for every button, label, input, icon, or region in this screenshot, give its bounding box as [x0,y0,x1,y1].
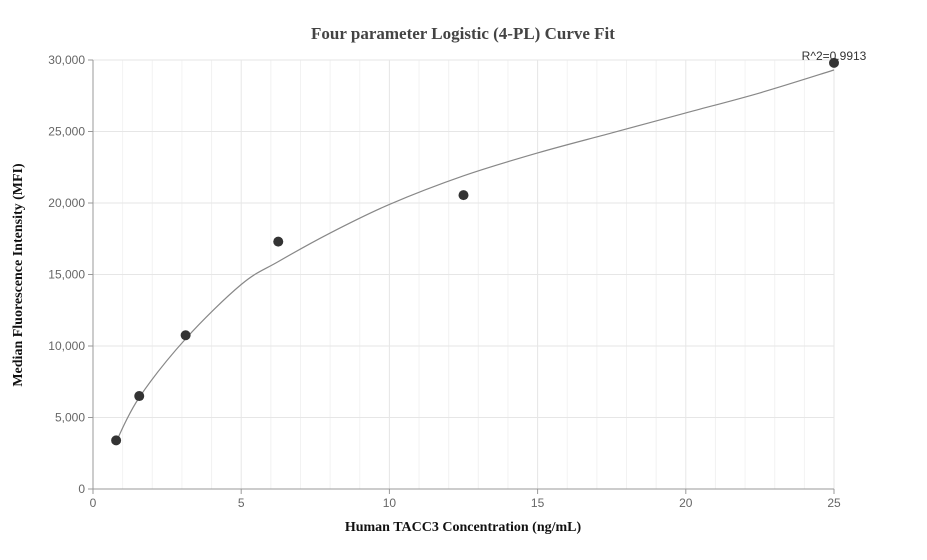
data-point[interactable] [180,330,191,341]
x-tick-label: 10 [383,496,397,510]
y-tick-label: 5,000 [55,411,85,425]
fit-curve-layer [115,69,835,443]
axes [88,59,835,494]
x-tick-label: 15 [531,496,545,510]
major-grid [93,59,835,489]
y-tick-label: 0 [78,482,85,496]
data-point[interactable] [829,57,839,68]
x-tick-label: 25 [827,496,841,510]
data-point[interactable] [134,391,145,402]
x-axis-title: Human TACC3 Concentration (ng/mL) [345,520,582,535]
r-squared-annotation: R^2=0.9913 [802,49,867,63]
data-points-layer [111,57,839,446]
data-point[interactable] [458,190,469,201]
fit-curve [115,69,835,443]
y-tick-label: 15,000 [48,268,85,282]
y-tick-label: 10,000 [48,339,85,353]
data-point[interactable] [111,435,122,446]
x-tick-label: 0 [90,496,97,510]
data-point[interactable] [273,236,284,247]
y-axis-title: Median Fluorescence Intensity (MFI) [11,163,26,387]
x-tick-label: 20 [679,496,693,510]
y-tick-label: 30,000 [48,53,85,67]
chart-title: Four parameter Logistic (4-PL) Curve Fit [311,24,615,43]
y-tick-label: 25,000 [48,125,85,139]
x-tick-label: 5 [238,496,245,510]
y-tick-label: 20,000 [48,196,85,210]
tick-labels: 0 5 10 15 20 25 0 5,000 10,000 15,000 20,000 25,000… [48,53,841,510]
